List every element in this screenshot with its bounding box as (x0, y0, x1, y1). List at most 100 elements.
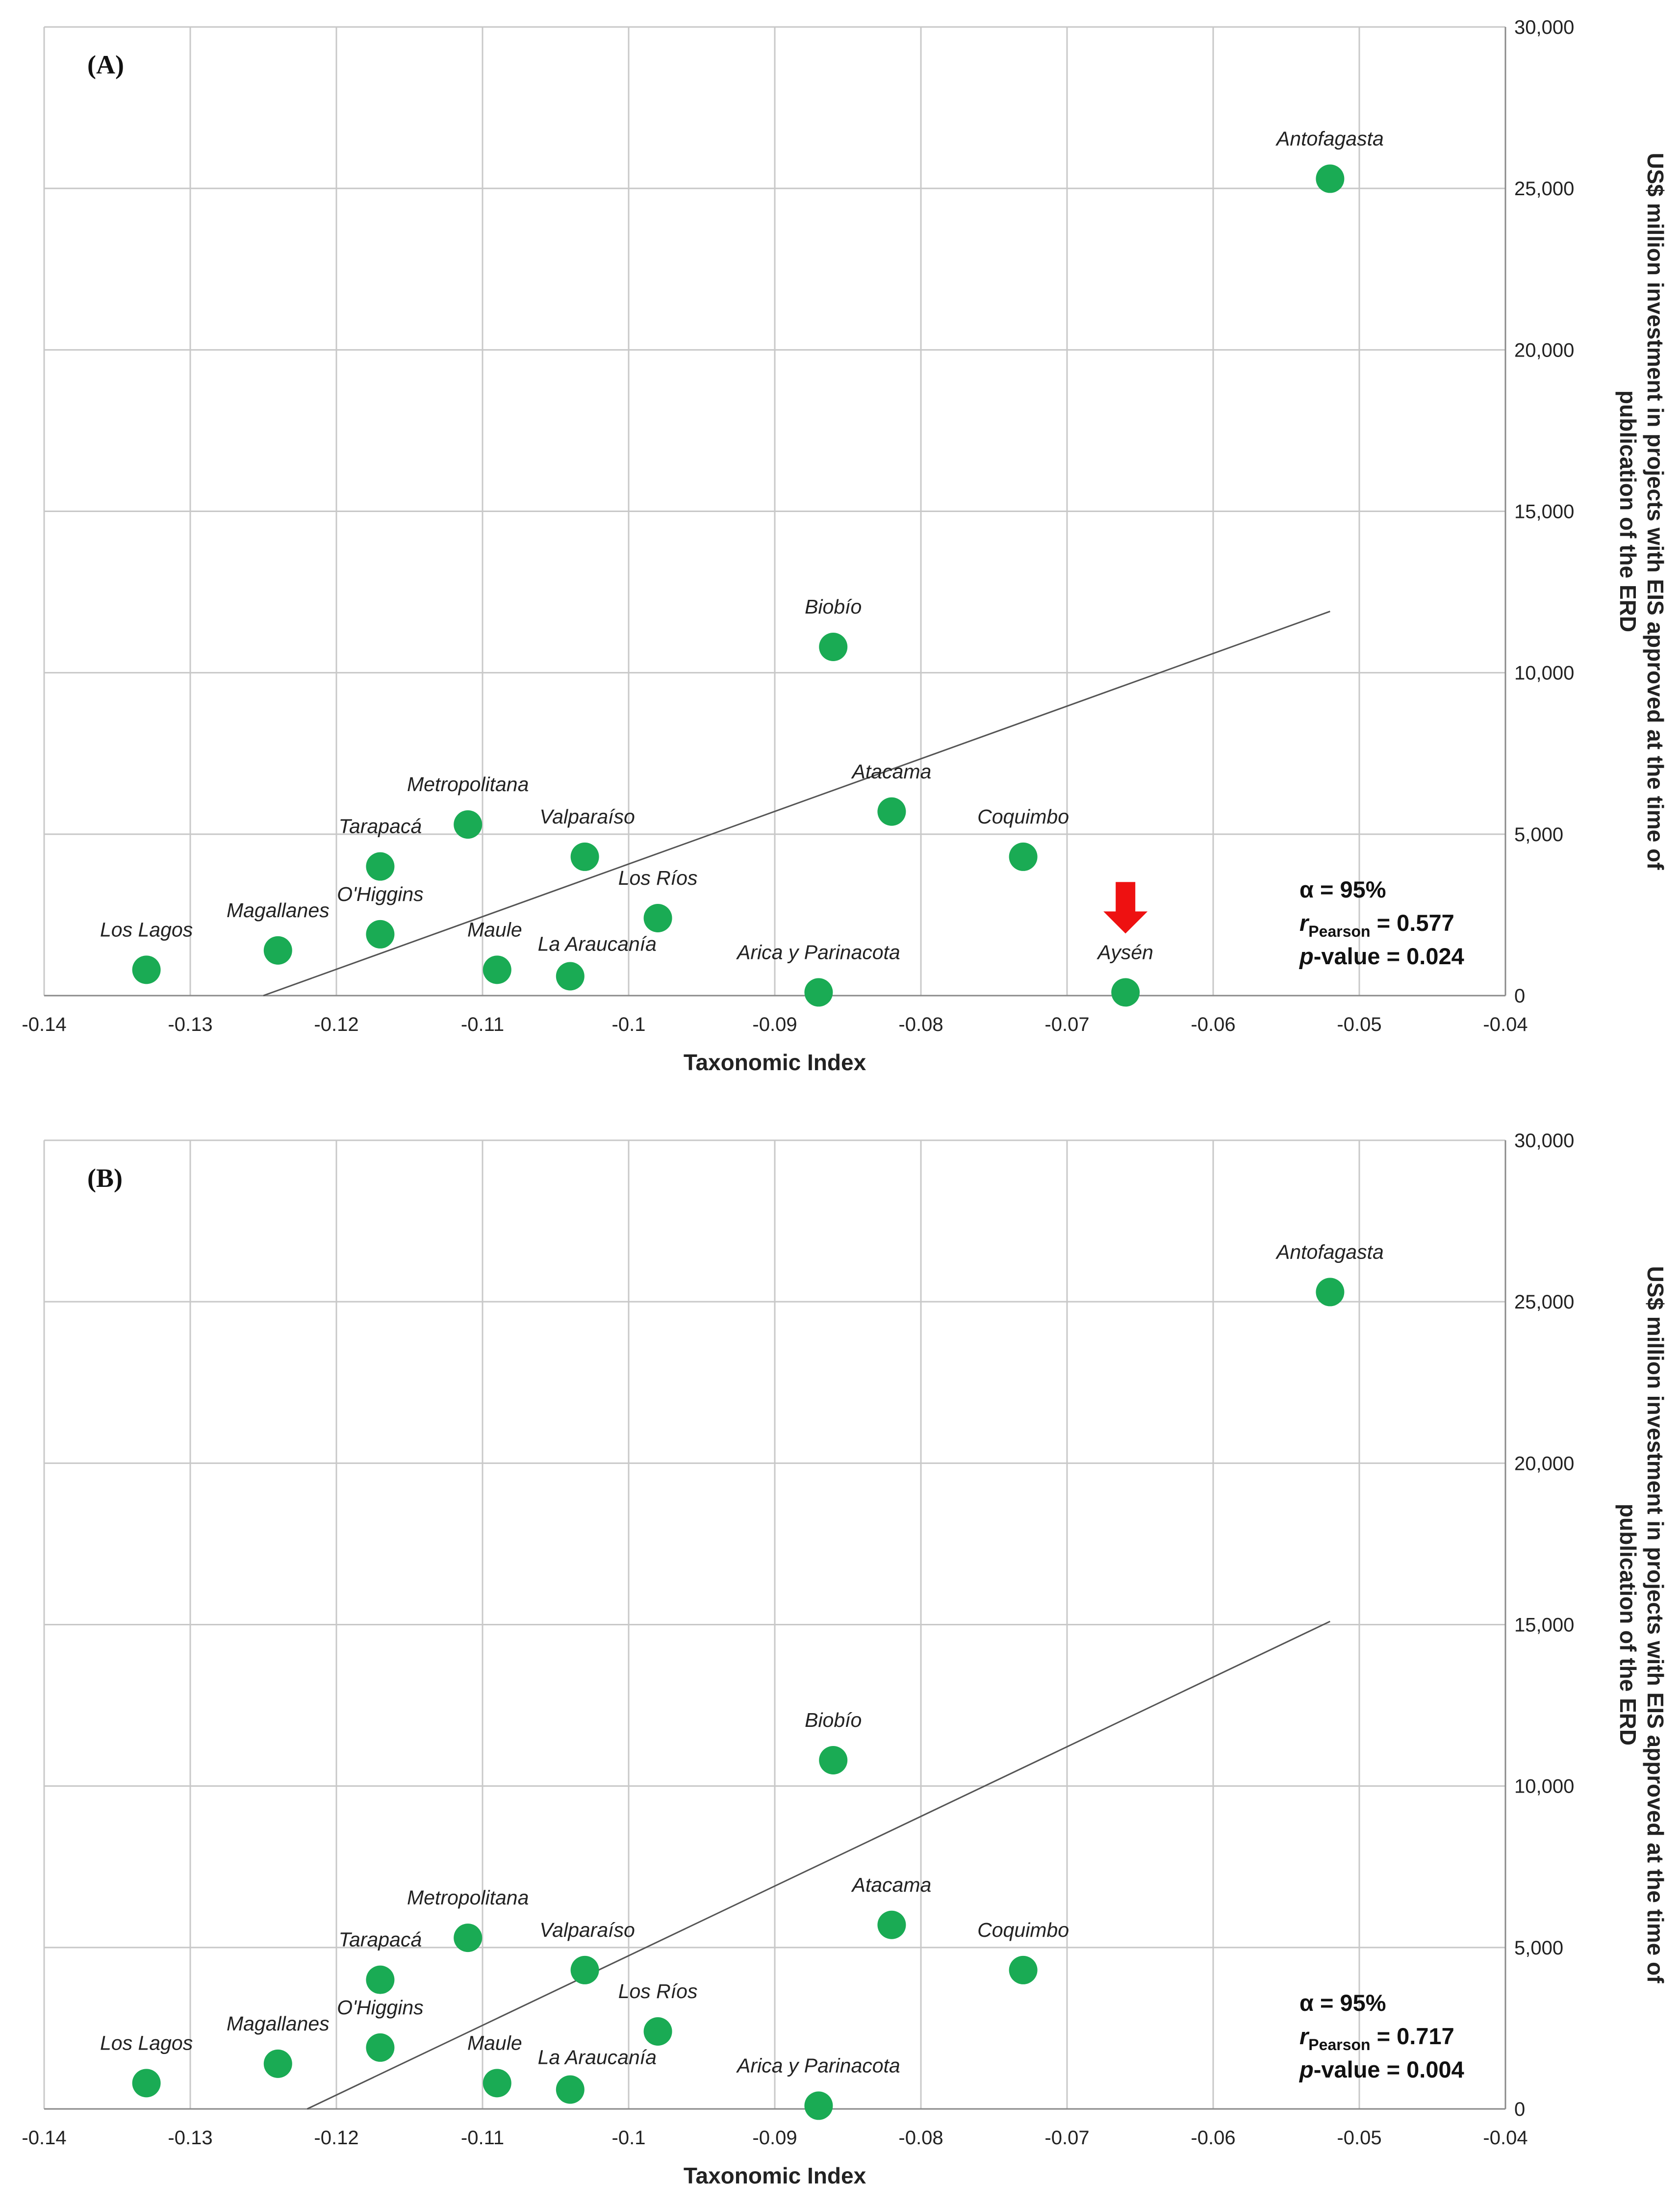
x-tick-label: -0.13 (168, 1014, 212, 1035)
data-point (263, 2049, 292, 2078)
point-label: Los Lagos (100, 918, 193, 941)
point-label: La Araucanía (538, 2046, 657, 2069)
data-point (877, 1910, 906, 1939)
panel-a: -0.14 -0.13 -0.12 -0.11 -0.1 -0.09 -0.08 -0.07 -… (22, 17, 1668, 1075)
x-tick-label: -0.05 (1337, 1014, 1381, 1035)
stat-p-value: p-value = 0.024 (1298, 943, 1464, 969)
x-tick-label: -0.11 (461, 1014, 504, 1035)
data-point (819, 1746, 848, 1774)
x-tick-label: -0.1 (612, 1014, 646, 1035)
point-label: Magallanes (227, 2012, 330, 2035)
panel-b: -0.14 -0.13 -0.12 -0.11 -0.1 -0.09 -0.08 -0.07 -… (22, 1130, 1668, 2188)
data-point (1111, 978, 1140, 1007)
data-point (366, 920, 395, 949)
point-label: Magallanes (227, 899, 330, 922)
stat-r-pearson: rPearson = 0.717 (1299, 2023, 1454, 2054)
stat-alpha: α = 95% (1299, 876, 1386, 902)
x-tick-label: -0.09 (752, 2127, 797, 2149)
data-point (643, 2017, 672, 2046)
data-point (1009, 842, 1038, 871)
red-arrow-icon (1103, 882, 1148, 934)
y-tick-label: 10,000 (1514, 1776, 1574, 1797)
point-label: Biobío (805, 595, 862, 618)
y-tick-label: 0 (1514, 2099, 1525, 2120)
trendline (263, 611, 1330, 997)
y-tick-label: 15,000 (1514, 1615, 1574, 1636)
point-label: Metropolitana (407, 1886, 529, 1909)
data-point (1316, 164, 1345, 193)
x-axis-title: Taxonomic Index (684, 2163, 866, 2188)
y-tick-label: 10,000 (1514, 663, 1574, 684)
x-tick-label: -0.08 (898, 2127, 943, 2149)
data-point (877, 797, 906, 826)
point-label: La Araucanía (538, 933, 657, 955)
data-point (819, 633, 848, 661)
x-tick-label: -0.13 (168, 2127, 212, 2149)
x-tick-label: -0.08 (898, 1014, 943, 1035)
x-tick-label: -0.06 (1191, 2127, 1235, 2149)
point-label: Biobío (805, 1709, 862, 1731)
x-tick-label: -0.07 (1044, 2127, 1089, 2149)
data-point (570, 842, 599, 871)
point-label: O'Higgins (337, 1996, 423, 2019)
stat-r-pearson: rPearson = 0.577 (1299, 910, 1454, 940)
point-label: Valparaíso (539, 1919, 635, 1941)
point-label: Metropolitana (407, 773, 529, 796)
y-tick-label: 5,000 (1514, 1937, 1563, 1959)
data-point (804, 2091, 833, 2120)
point-label: Arica y Parinacota (736, 941, 900, 963)
point-label: Maule (467, 2031, 522, 2054)
data-point (483, 955, 511, 984)
point-label: Maule (467, 918, 522, 941)
data-point (483, 2069, 511, 2098)
point-label: Tarapacá (339, 815, 422, 838)
point-label: Atacama (850, 1874, 931, 1896)
x-tick-label: -0.09 (752, 1014, 797, 1035)
point-label: Los Lagos (100, 2031, 193, 2054)
trendline (306, 1620, 1331, 2110)
data-point (643, 904, 672, 932)
data-point (1009, 1955, 1038, 1984)
data-point (454, 810, 483, 839)
data-point (366, 852, 395, 881)
x-axis-title: Taxonomic Index (684, 1050, 866, 1075)
y-tick-label: 30,000 (1514, 17, 1574, 38)
data-point (1316, 1278, 1345, 1307)
point-label: Coquimbo (977, 1919, 1069, 1941)
data-point (132, 955, 161, 984)
y-tick-label: 0 (1514, 985, 1525, 1007)
y-axis-title: US$ million investment in projects with … (1615, 153, 1668, 870)
data-point (804, 978, 833, 1007)
point-label: Los Ríos (618, 1980, 698, 2003)
point-label: Coquimbo (977, 805, 1069, 828)
data-point (556, 2075, 585, 2104)
y-axis-title: US$ million investment in projects with … (1615, 1266, 1668, 1983)
x-tick-label: -0.14 (22, 2127, 66, 2149)
point-label: Los Ríos (618, 867, 698, 889)
y-tick-label: 25,000 (1514, 1291, 1574, 1313)
y-tick-label: 30,000 (1514, 1130, 1574, 1152)
point-label: Valparaíso (539, 805, 635, 828)
x-tick-label: -0.12 (314, 1014, 358, 1035)
panel-label: (A) (87, 50, 124, 79)
data-point (132, 2069, 161, 2098)
x-tick-label: -0.11 (461, 2127, 504, 2149)
x-tick-label: -0.04 (1483, 1014, 1527, 1035)
data-point (366, 2033, 395, 2062)
panel-label: (B) (87, 1163, 123, 1193)
data-point (570, 1955, 599, 1984)
data-point (366, 1965, 395, 1994)
point-label: Aysén (1096, 941, 1153, 963)
x-tick-label: -0.05 (1337, 2127, 1381, 2149)
y-tick-label: 20,000 (1514, 1453, 1574, 1474)
x-tick-label: -0.04 (1483, 2127, 1527, 2149)
y-tick-label: 20,000 (1514, 339, 1574, 361)
x-tick-label: -0.12 (314, 2127, 358, 2149)
y-tick-label: 15,000 (1514, 501, 1574, 523)
stat-p-value: p-value = 0.004 (1298, 2056, 1464, 2082)
data-point (263, 936, 292, 965)
x-tick-label: -0.06 (1191, 1014, 1235, 1035)
data-point (454, 1924, 483, 1952)
stat-alpha: α = 95% (1299, 1990, 1386, 2016)
point-label: Atacama (850, 760, 931, 783)
